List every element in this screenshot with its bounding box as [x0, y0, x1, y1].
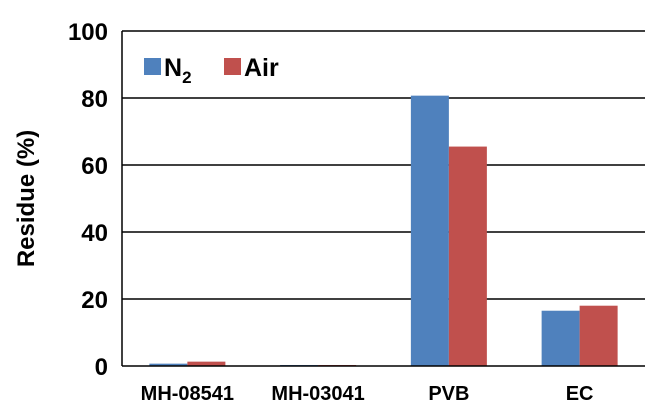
y-tick-label-0: 0	[95, 354, 108, 381]
y-tick-label-80: 80	[81, 86, 108, 113]
bar-air-pvb	[448, 146, 487, 366]
y-tick-label-60: 60	[81, 153, 108, 180]
x-category-label: PVB	[428, 383, 469, 405]
y-axis-label: Residue (%)	[13, 130, 40, 267]
legend-swatch-n2	[144, 58, 161, 75]
legend-label-n2: N2	[164, 54, 192, 87]
legend-label-air: Air	[244, 54, 279, 82]
y-tick-label-100: 100	[68, 19, 108, 46]
legend: N2 Air	[144, 54, 279, 87]
bar-air-ec	[579, 305, 618, 366]
x-category-label: MH-08541	[141, 383, 234, 405]
y-tick-labels: 0 20 40 60 80 100	[68, 19, 108, 381]
bar-n2-pvb	[410, 95, 449, 366]
legend-swatch-air	[224, 58, 241, 75]
bars	[149, 95, 618, 366]
bar-n2-mh-08541	[149, 363, 188, 366]
x-category-label: EC	[566, 383, 594, 405]
x-category-labels: MH-08541 MH-03041 PVB EC	[141, 383, 594, 405]
y-tick-label-20: 20	[81, 287, 108, 314]
x-category-label: MH-03041	[271, 383, 364, 405]
y-tick-label-40: 40	[81, 220, 108, 247]
grid-lines	[122, 30, 645, 300]
bar-air-mh-08541	[187, 361, 226, 366]
bar-n2-ec	[541, 310, 580, 366]
